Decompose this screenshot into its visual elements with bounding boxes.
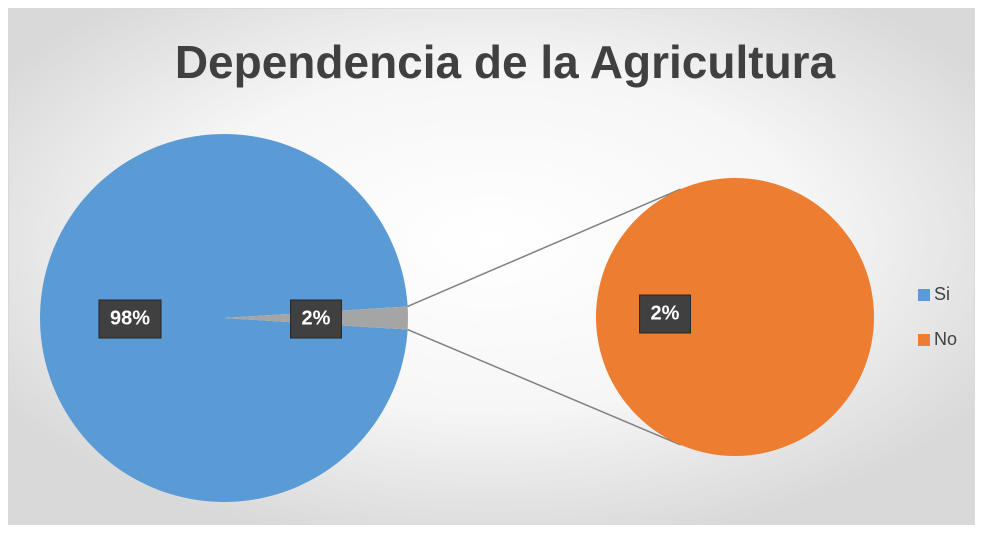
pie-slice bbox=[39, 134, 408, 503]
data-label: 2% bbox=[302, 307, 331, 329]
data-label-box bbox=[290, 299, 342, 339]
secondary-pie-slice bbox=[596, 178, 874, 456]
legend-label: No bbox=[934, 329, 957, 349]
data-label: 98% bbox=[110, 307, 150, 329]
chart-title: Dependencia de la Agricultura bbox=[175, 36, 836, 88]
legend-label: Si bbox=[934, 284, 950, 304]
connector-line bbox=[407, 328, 681, 446]
legend-swatch bbox=[918, 289, 930, 301]
connector-line bbox=[407, 188, 681, 308]
legend-swatch bbox=[918, 334, 930, 346]
data-label-box bbox=[639, 294, 691, 334]
data-label: 2% bbox=[651, 302, 680, 324]
data-label-box bbox=[98, 299, 162, 339]
